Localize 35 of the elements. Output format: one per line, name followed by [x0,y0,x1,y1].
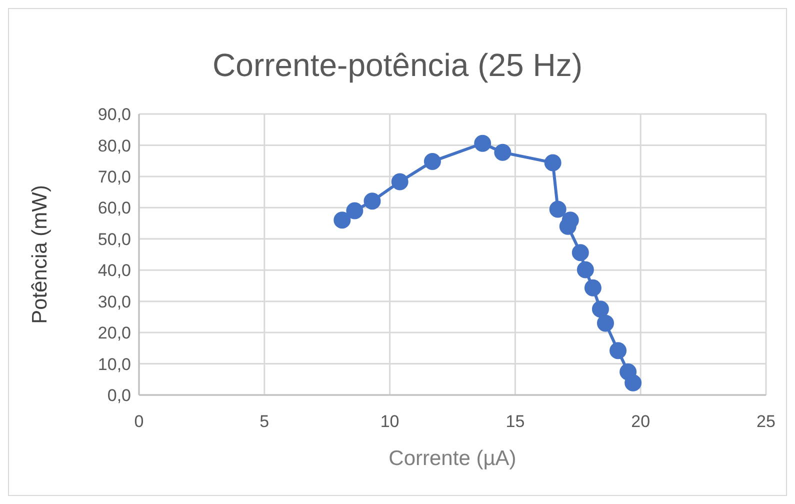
point [572,244,589,262]
point [544,154,562,172]
point [334,212,351,229]
x-tick-label: 10 [380,412,400,432]
point [494,144,512,161]
point [474,134,492,152]
x-tick-label: 25 [756,412,776,432]
point [424,152,441,170]
y-tick-label: 10,0 [98,354,131,374]
point [596,314,614,332]
point [592,300,609,318]
point [576,261,594,278]
point [610,342,627,360]
x-tick-label: 15 [506,412,525,432]
y-tick-label: 30,0 [98,292,131,312]
point [624,374,642,392]
point [391,173,408,190]
y-tick-label: 40,0 [98,261,131,280]
y-tick-label: 80,0 [98,136,131,156]
x-axis-title: Corrente (µA) [388,447,516,470]
chart-title: Corrente-potência (25 Hz) [212,47,584,84]
point [584,279,602,296]
y-axis-title: Potência (mW) [28,185,52,324]
x-tick-label: 20 [631,412,650,432]
y-tick-label: 20,0 [98,324,131,343]
point [549,200,566,218]
y-tick-label: 0,0 [107,386,131,406]
y-tick-label: 70,0 [98,167,131,186]
x-tick-label: 5 [260,412,270,432]
y-tick-label: 50,0 [98,230,131,249]
x-tick-label: 0 [134,412,144,432]
y-tick-label: 90,0 [98,105,131,124]
y-tick-label: 60,0 [98,198,131,218]
point [346,202,364,220]
point [364,192,381,210]
